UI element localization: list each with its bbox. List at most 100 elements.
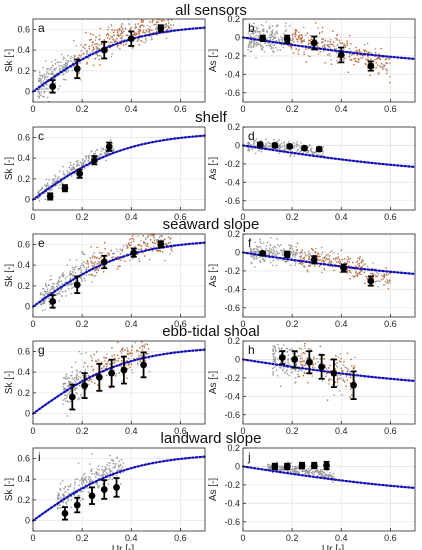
scatter-point <box>105 265 107 268</box>
scatter-point <box>296 144 298 146</box>
scatter-point <box>41 187 43 189</box>
scatter-point-orange <box>354 265 357 267</box>
y-tick-label: 0.4 <box>17 260 30 270</box>
scatter-point-orange <box>387 288 390 290</box>
scatter-point <box>105 153 107 155</box>
scatter-point <box>252 255 254 257</box>
scatter-point-orange <box>311 366 314 369</box>
scatter-point <box>336 258 339 260</box>
x-tick-label: 0.6 <box>384 319 397 329</box>
scatter-point <box>249 251 252 253</box>
scatter-point-orange <box>120 30 123 32</box>
scatter-point <box>296 351 298 353</box>
scatter-point <box>46 294 49 296</box>
scatter-point <box>324 43 326 46</box>
scatter-point <box>69 283 71 285</box>
scatter-point <box>81 476 83 478</box>
scatter-point <box>59 507 61 509</box>
x-tick-label: 0.6 <box>174 319 187 329</box>
scatter-point <box>265 248 267 250</box>
scatter-point <box>320 475 322 478</box>
scatter-point <box>98 44 101 46</box>
scatter-point <box>44 290 46 293</box>
scatter-point-orange <box>330 260 333 263</box>
scatter-point <box>115 463 117 465</box>
scatter-point <box>114 360 116 363</box>
scatter-point <box>261 48 264 50</box>
bin-mean <box>127 30 135 47</box>
scatter-point-orange <box>92 262 94 264</box>
x-tick-label: 0 <box>30 533 35 543</box>
bin-mean <box>286 142 294 150</box>
y-tick-label: 0.6 <box>17 239 30 249</box>
scatter-point-orange <box>151 29 153 32</box>
scatter-point <box>275 253 277 255</box>
scatter-point-orange <box>124 349 126 351</box>
scatter-point <box>91 453 94 455</box>
y-tick-label: 0.6 <box>17 346 30 356</box>
scatter-point-orange <box>90 38 92 41</box>
scatter-point <box>254 30 256 33</box>
scatter-point <box>361 57 364 59</box>
scatter-point-orange <box>343 43 345 45</box>
bin-marker <box>140 361 147 369</box>
scatter-point <box>48 100 50 103</box>
scatter-point <box>80 50 82 52</box>
scatter-point <box>280 367 282 369</box>
scatter-point <box>297 370 299 373</box>
scatter-point <box>47 96 49 99</box>
scatter-point <box>285 261 288 263</box>
scatter-point <box>37 95 39 98</box>
scatter-point <box>45 79 48 81</box>
scatter-point <box>308 470 311 473</box>
scatter-point <box>280 146 282 149</box>
scatter-point <box>46 76 49 78</box>
scatter-point-orange <box>92 368 95 371</box>
scatter-point <box>281 469 283 471</box>
scatter-point <box>378 53 380 55</box>
scatter-point <box>57 177 59 179</box>
scatter-point <box>256 248 258 250</box>
scatter-point <box>86 53 88 55</box>
scatter-point <box>83 481 85 484</box>
scatter-point <box>262 29 264 31</box>
panel-label: h <box>248 343 255 357</box>
scatter-point-orange <box>363 49 365 51</box>
scatter-point <box>51 60 53 63</box>
scatter-point <box>138 356 140 358</box>
scatter-point <box>73 387 76 390</box>
scatter-point <box>77 269 80 271</box>
scatter-point-orange <box>308 256 310 258</box>
scatter-point <box>291 248 294 250</box>
bin-marker <box>61 509 69 517</box>
scatter-point <box>322 146 324 148</box>
scatter-point-orange <box>142 31 144 34</box>
scatter-point-orange <box>87 365 89 368</box>
scatter-point <box>268 42 271 44</box>
scatter-point <box>290 468 293 470</box>
scatter-point-orange <box>87 375 90 377</box>
axes-frame <box>32 447 206 532</box>
bin-marker <box>337 51 345 59</box>
x-tick-label: 0.2 <box>286 319 299 329</box>
bin-marker <box>91 156 98 164</box>
scatter-point <box>271 32 274 34</box>
scatter-point <box>316 154 318 156</box>
scatter-point <box>107 153 109 156</box>
scatter-point-orange <box>147 245 149 248</box>
scatter-point-orange <box>150 247 152 249</box>
scatter-point <box>300 256 302 259</box>
scatter-point-orange <box>303 265 305 268</box>
x-tick-label: 0 <box>30 426 35 436</box>
scatter-point <box>353 53 355 55</box>
scatter-point <box>275 40 277 42</box>
scatter-point <box>270 237 272 239</box>
scatter-point <box>254 31 257 34</box>
scatter-point-orange <box>389 279 391 281</box>
scatter-point-orange <box>369 74 371 76</box>
scatter-point <box>81 251 83 253</box>
bin-marker <box>95 373 103 381</box>
scatter-point <box>278 146 281 148</box>
scatter-point <box>67 488 70 491</box>
scatter-point <box>276 49 279 51</box>
